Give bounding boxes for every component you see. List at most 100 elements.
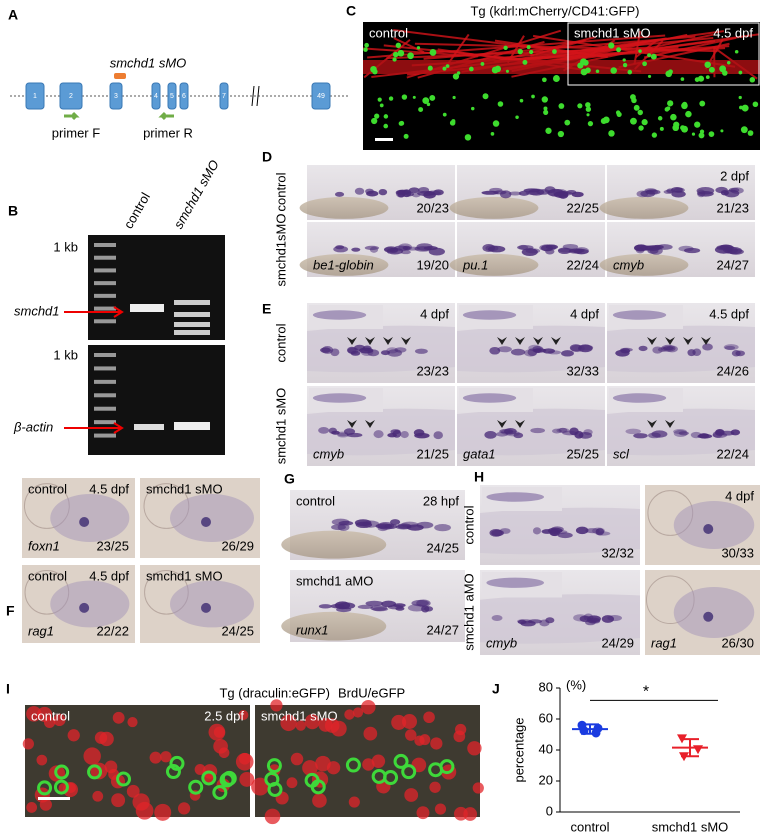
stain — [334, 191, 345, 197]
text: 32/33 — [566, 363, 599, 378]
gfp-cell — [738, 70, 743, 75]
gfp-cell — [740, 126, 748, 134]
stain — [365, 600, 384, 607]
gfp-cell — [734, 49, 739, 54]
gfp-cell — [388, 96, 394, 101]
stain — [683, 247, 701, 254]
arrowhead — [533, 337, 543, 345]
gfp-cell — [672, 124, 680, 132]
text: be1-globin — [313, 257, 374, 272]
gfp-cell — [393, 753, 409, 769]
vessel-band — [363, 60, 760, 74]
arrowhead — [347, 420, 357, 428]
band — [134, 424, 164, 430]
cell — [127, 717, 138, 728]
inset-frame — [567, 22, 760, 86]
gfp-cell — [622, 62, 628, 68]
stain — [579, 615, 591, 623]
text: F — [6, 603, 15, 619]
vessel — [643, 36, 737, 59]
text: smchd1 sMO — [171, 157, 222, 231]
stain — [633, 244, 648, 252]
text: 21/23 — [716, 200, 749, 215]
gfp-cell — [720, 129, 724, 133]
cell — [429, 781, 441, 793]
text: 24/26 — [716, 363, 749, 378]
gfp-cell — [442, 66, 447, 71]
gfp-cell — [201, 770, 217, 786]
stain — [336, 431, 349, 437]
arrowhead — [683, 337, 693, 345]
stain — [390, 429, 401, 435]
stain — [625, 428, 641, 435]
stain — [595, 528, 605, 536]
cell — [419, 734, 431, 746]
gfp-cell — [439, 759, 455, 775]
stain-label: BrdU/eGFP — [338, 685, 405, 700]
gfp-cell — [708, 131, 715, 138]
stain — [561, 350, 574, 357]
text: Tg (kdrl:mCherry/CD41:GFP) — [470, 3, 639, 18]
gfp-cell — [219, 772, 235, 788]
stain — [724, 345, 736, 350]
gfp-cell — [482, 93, 489, 100]
text: control — [31, 708, 70, 723]
gfp-cell — [426, 102, 431, 107]
stain — [692, 348, 702, 357]
stain — [79, 602, 90, 613]
ladder-band — [94, 293, 116, 298]
scale-bar — [375, 138, 393, 141]
stain — [547, 188, 565, 197]
cell — [290, 752, 304, 766]
stain — [343, 428, 356, 435]
stain — [201, 602, 211, 613]
text: 25/25 — [566, 446, 599, 461]
text: 19/20 — [416, 257, 449, 272]
panel-label: J — [492, 681, 500, 697]
gfp-cell — [429, 49, 437, 56]
text: 4.5 dpf — [713, 25, 753, 40]
gfp-cell — [691, 132, 696, 136]
gfp-cell — [659, 126, 664, 131]
text: smchd1 aMO — [461, 573, 476, 650]
stain — [377, 525, 389, 532]
yolk — [449, 253, 539, 276]
gfp-cell — [705, 75, 710, 80]
embryo — [462, 393, 517, 403]
gfp-cell — [53, 779, 69, 795]
gfp-cell — [637, 109, 643, 116]
exon — [151, 82, 161, 110]
stain — [601, 615, 615, 623]
text: smchd1 sMO — [146, 481, 223, 496]
text: 22/25 — [566, 200, 599, 215]
gfp-cell — [497, 101, 504, 107]
gfp-cell — [401, 94, 408, 100]
cell — [132, 793, 150, 811]
gfp-cell — [395, 42, 402, 49]
stain — [545, 617, 555, 624]
morpholino — [114, 73, 126, 79]
stain — [505, 430, 520, 437]
text: smchd1 sMO — [110, 55, 187, 70]
arrowhead — [497, 420, 507, 428]
cell — [218, 747, 230, 759]
gfp-cell — [564, 119, 571, 126]
cell — [36, 754, 48, 766]
stain — [575, 526, 589, 535]
cell — [352, 707, 364, 718]
cell — [361, 699, 376, 715]
exon — [311, 82, 331, 110]
stain — [484, 431, 497, 439]
y-tick-label: 40 — [539, 741, 553, 756]
gfp-cell — [633, 104, 640, 111]
embryo — [612, 310, 667, 320]
stain — [338, 602, 356, 610]
gfp-cell — [667, 100, 674, 107]
gfp-cell — [392, 57, 397, 62]
gfp-cell — [377, 97, 382, 102]
primer-arrow — [158, 111, 174, 121]
text: β-actin — [13, 419, 53, 434]
stain — [201, 517, 211, 527]
arrowhead — [665, 420, 675, 428]
cell — [295, 720, 306, 731]
